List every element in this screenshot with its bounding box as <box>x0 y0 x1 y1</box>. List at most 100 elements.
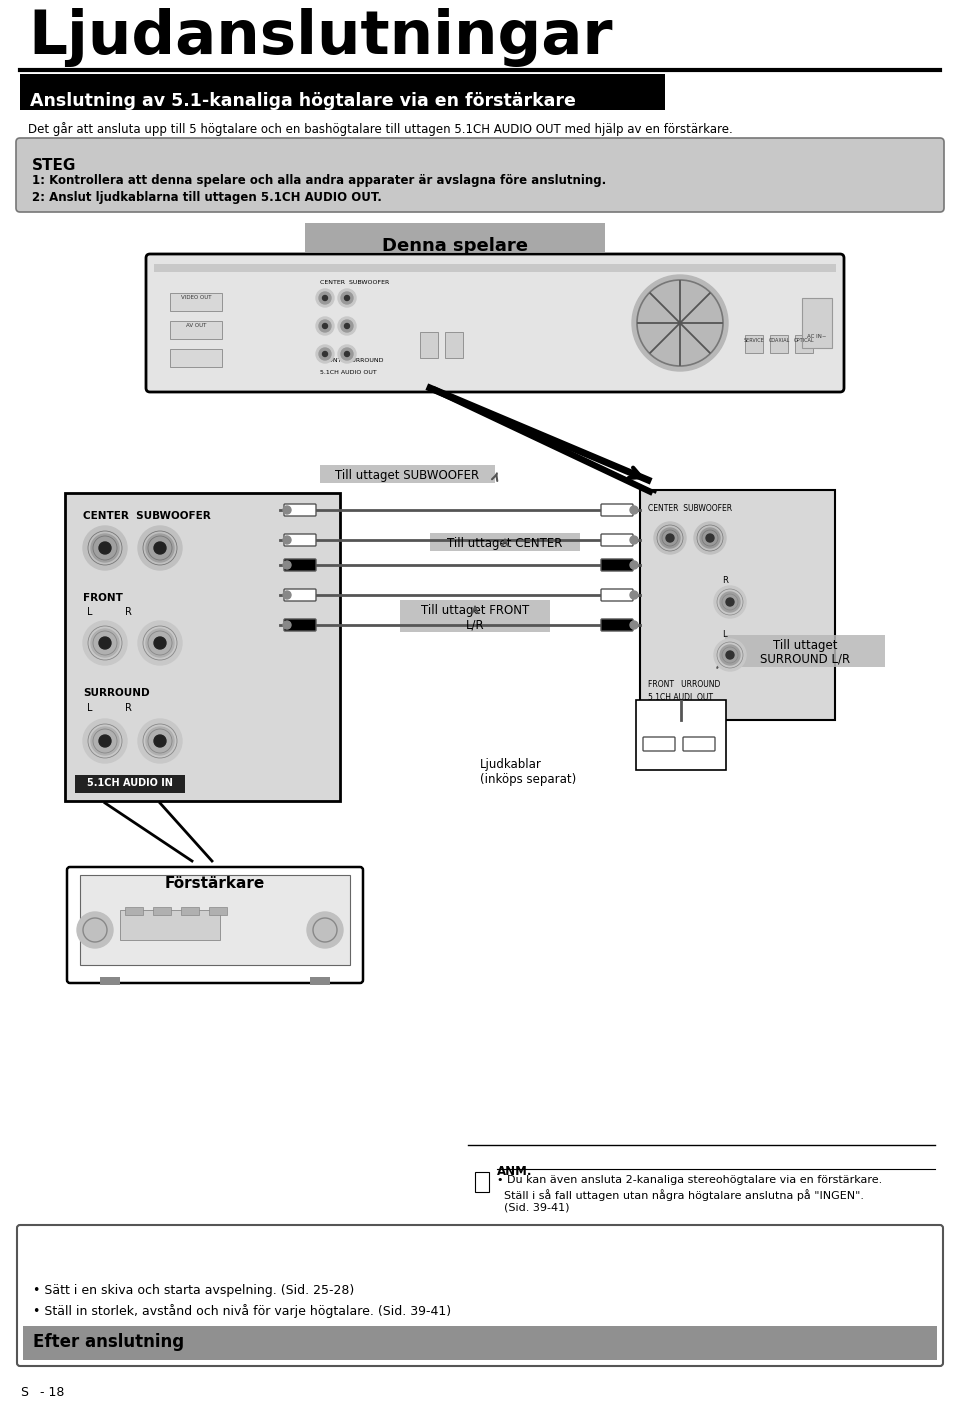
Text: Till uttaget FRONT: Till uttaget FRONT <box>420 604 529 617</box>
Text: 5.1CH AUDI  OUT: 5.1CH AUDI OUT <box>648 693 713 703</box>
Circle shape <box>666 534 674 542</box>
Circle shape <box>11 1380 37 1407</box>
Circle shape <box>654 522 686 553</box>
Circle shape <box>146 534 174 562</box>
FancyBboxPatch shape <box>17 1225 943 1366</box>
FancyBboxPatch shape <box>284 504 316 515</box>
Text: STEG: STEG <box>32 158 77 173</box>
Text: CENTER  SUBWOOFER: CENTER SUBWOOFER <box>83 511 211 521</box>
Bar <box>305 222 605 252</box>
Bar <box>170 321 222 339</box>
Bar <box>320 465 495 483</box>
Text: Denna spelare: Denna spelare <box>382 237 528 255</box>
Bar <box>802 298 832 348</box>
Circle shape <box>138 621 182 665</box>
Circle shape <box>630 505 638 514</box>
FancyBboxPatch shape <box>284 589 316 601</box>
Bar <box>725 635 885 667</box>
Circle shape <box>283 536 291 543</box>
Text: SURROUND: SURROUND <box>83 689 150 698</box>
Text: R: R <box>722 576 728 584</box>
Circle shape <box>341 320 353 332</box>
Text: S: S <box>20 1387 28 1400</box>
Text: L: L <box>87 703 92 712</box>
Circle shape <box>316 289 334 307</box>
FancyBboxPatch shape <box>601 534 633 546</box>
Text: R: R <box>125 607 132 617</box>
Text: (Sid. 39-41): (Sid. 39-41) <box>497 1202 569 1214</box>
Text: Ljudkablar
(inköps separat): Ljudkablar (inköps separat) <box>480 758 576 786</box>
Circle shape <box>714 586 746 618</box>
Text: 5.1CH AUDIO OUT: 5.1CH AUDIO OUT <box>320 370 376 375</box>
Text: CENTER  SUBWOOFER: CENTER SUBWOOFER <box>320 280 389 284</box>
Circle shape <box>341 291 353 304</box>
Circle shape <box>323 296 327 300</box>
Bar <box>636 700 726 770</box>
Circle shape <box>345 352 349 356</box>
Circle shape <box>341 348 353 360</box>
Circle shape <box>630 536 638 543</box>
FancyBboxPatch shape <box>601 589 633 601</box>
Circle shape <box>632 275 728 370</box>
FancyBboxPatch shape <box>601 504 633 515</box>
Circle shape <box>345 296 349 300</box>
Circle shape <box>316 345 334 363</box>
Circle shape <box>338 345 356 363</box>
Circle shape <box>91 727 119 755</box>
Circle shape <box>630 621 638 629</box>
Circle shape <box>700 528 720 548</box>
Circle shape <box>283 621 291 629</box>
Circle shape <box>720 591 740 612</box>
Circle shape <box>660 528 680 548</box>
Text: • Du kan även ansluta 2-kanaliga stereohögtalare via en förstärkare.: • Du kan även ansluta 2-kanaliga stereoh… <box>497 1176 882 1186</box>
Text: L: L <box>87 607 92 617</box>
Circle shape <box>714 639 746 672</box>
Text: SURROUND L/R: SURROUND L/R <box>760 653 850 666</box>
Text: Till uttaget CENTER: Till uttaget CENTER <box>447 536 563 551</box>
Text: 5.1CH AUDIO IN: 5.1CH AUDIO IN <box>87 779 173 788</box>
Bar <box>181 907 199 915</box>
Text: Ställ i så fall uttagen utan några högtalare anslutna på "INGEN".: Ställ i så fall uttagen utan några högta… <box>497 1188 864 1201</box>
Text: • Ställ in storlek, avstånd och nivå för varje högtalare. (Sid. 39-41): • Ställ in storlek, avstånd och nivå för… <box>33 1304 451 1318</box>
FancyBboxPatch shape <box>601 620 633 631</box>
Bar <box>420 332 438 358</box>
Text: L/R: L/R <box>466 618 484 631</box>
Circle shape <box>283 560 291 569</box>
Bar <box>430 534 580 551</box>
Circle shape <box>146 629 174 658</box>
Circle shape <box>726 598 734 605</box>
Circle shape <box>138 719 182 763</box>
Circle shape <box>307 912 343 948</box>
Circle shape <box>138 527 182 570</box>
Circle shape <box>99 542 111 553</box>
Circle shape <box>91 534 119 562</box>
FancyBboxPatch shape <box>475 1171 489 1193</box>
Circle shape <box>338 289 356 307</box>
Circle shape <box>91 629 119 658</box>
Text: Till uttaget SUBWOOFER: Till uttaget SUBWOOFER <box>335 469 479 482</box>
FancyBboxPatch shape <box>683 736 715 750</box>
Text: CENTER  SUBWOOFER: CENTER SUBWOOFER <box>648 504 732 513</box>
Bar <box>745 335 763 353</box>
Bar <box>125 907 143 915</box>
Text: 2: Anslut ljudkablarna till uttagen 5.1CH AUDIO OUT.: 2: Anslut ljudkablarna till uttagen 5.1C… <box>32 191 382 204</box>
Bar <box>153 907 171 915</box>
Text: OPTICAL: OPTICAL <box>794 338 814 344</box>
Circle shape <box>323 324 327 328</box>
Text: L: L <box>722 629 727 639</box>
Bar <box>209 907 227 915</box>
Text: FRONT   URROUND: FRONT URROUND <box>648 680 720 689</box>
Bar <box>310 977 330 986</box>
Circle shape <box>720 645 740 665</box>
Bar <box>400 600 550 632</box>
Bar <box>23 1326 937 1360</box>
FancyBboxPatch shape <box>284 534 316 546</box>
Circle shape <box>283 505 291 514</box>
Bar <box>445 332 463 358</box>
Text: • Sätt i en skiva och starta avspelning. (Sid. 25-28): • Sätt i en skiva och starta avspelning.… <box>33 1284 354 1297</box>
Circle shape <box>726 650 734 659</box>
Text: VIDEO OUT: VIDEO OUT <box>180 296 211 300</box>
FancyBboxPatch shape <box>284 620 316 631</box>
Circle shape <box>154 542 166 553</box>
Text: Ljudanslutningar: Ljudanslutningar <box>28 8 612 68</box>
